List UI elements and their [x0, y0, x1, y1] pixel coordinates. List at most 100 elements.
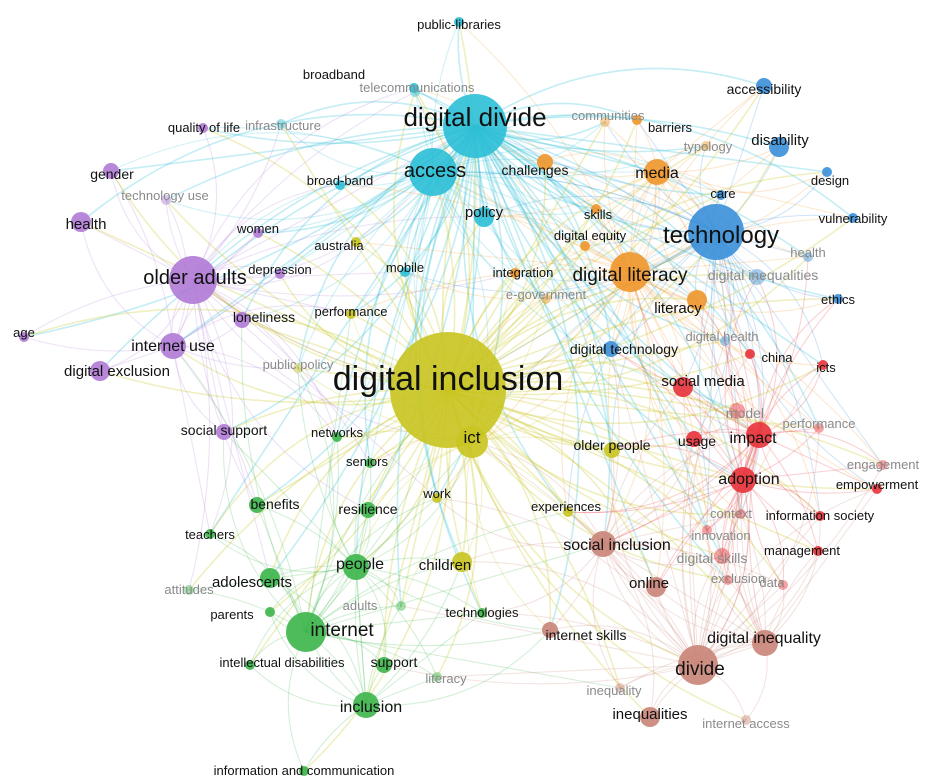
- node-bubble-engagement[interactable]: [878, 460, 888, 470]
- node-bubble-infrastructure[interactable]: [276, 119, 286, 129]
- node-label-communities[interactable]: communities: [572, 108, 645, 123]
- node-label-intellectual-disabilities[interactable]: intellectual disabilities: [219, 655, 345, 670]
- node-label-e-government[interactable]: e-government: [506, 287, 587, 302]
- node-bubble-broad-band[interactable]: [335, 180, 345, 190]
- node-label-policy[interactable]: policy: [465, 204, 504, 221]
- node-label-quality-of-life[interactable]: quality of life: [168, 120, 240, 135]
- node-bubble-gender[interactable]: [103, 163, 119, 179]
- node-label-management[interactable]: management: [764, 543, 840, 558]
- node-bubble-divide[interactable]: [678, 645, 718, 685]
- node-bubble-data[interactable]: [778, 580, 788, 590]
- node-bubble-digital-health[interactable]: [720, 336, 730, 346]
- node-label-people[interactable]: people: [336, 556, 384, 573]
- node-bubble-barriers[interactable]: [632, 115, 642, 125]
- node-label-online[interactable]: online: [629, 575, 669, 592]
- node-label-gender[interactable]: gender: [90, 166, 134, 182]
- node-bubble-media[interactable]: [644, 159, 670, 185]
- node-label-parents[interactable]: parents: [210, 607, 254, 622]
- node-bubble-information-society[interactable]: [815, 511, 825, 521]
- node-label-inclusion[interactable]: inclusion: [340, 699, 402, 716]
- node-bubble-performance[interactable]: [814, 423, 824, 433]
- node-bubble-disability[interactable]: [769, 137, 789, 157]
- node-bubble-social-support[interactable]: [216, 424, 232, 440]
- node-bubble-literacy[interactable]: [432, 672, 442, 682]
- node-bubble-teachers[interactable]: [205, 529, 215, 539]
- node-bubble-literacy[interactable]: [687, 290, 707, 310]
- node-bubble-integration[interactable]: [510, 268, 520, 278]
- node-label-context[interactable]: context: [710, 506, 752, 521]
- node-bubble-technology[interactable]: [688, 204, 744, 260]
- node-label-information-and-communication[interactable]: information and communication: [214, 763, 395, 777]
- node-label-australia[interactable]: australia: [314, 238, 364, 253]
- node-bubble-ethics[interactable]: [833, 294, 843, 304]
- node-label-public-libraries[interactable]: public-libraries: [417, 17, 501, 32]
- node-label-children[interactable]: children: [419, 557, 472, 574]
- node-label-accessibility[interactable]: accessibility: [727, 81, 802, 97]
- node-label-vulnerability[interactable]: vulnerability: [819, 211, 888, 226]
- node-label-skills[interactable]: skills: [584, 207, 613, 222]
- node-bubble-health[interactable]: [71, 212, 91, 232]
- node-label-digital-divide[interactable]: digital divide: [403, 102, 546, 132]
- node-label-model[interactable]: model: [726, 405, 764, 421]
- node-bubble-performance[interactable]: [346, 309, 356, 319]
- node-bubble-exclusion[interactable]: [723, 575, 733, 585]
- node-bubble-internet[interactable]: [286, 612, 326, 652]
- node-label-digital-exclusion[interactable]: digital exclusion: [64, 363, 170, 380]
- node-label-health[interactable]: health: [66, 216, 107, 233]
- node-label-literacy[interactable]: literacy: [654, 300, 702, 317]
- node-bubble-internet-access[interactable]: [741, 715, 751, 725]
- node-label-internet-use[interactable]: internet use: [131, 338, 215, 355]
- node-bubble-communities[interactable]: [600, 117, 610, 127]
- node-label-broadband[interactable]: broadband: [303, 67, 365, 82]
- node-label-loneliness[interactable]: loneliness: [233, 309, 295, 325]
- node-bubble-ict[interactable]: [456, 426, 488, 458]
- node-bubble-australia[interactable]: [351, 237, 361, 247]
- node-label-barriers[interactable]: barriers: [648, 120, 693, 135]
- node-bubble-model[interactable]: [729, 403, 745, 419]
- node-label-broad-band[interactable]: broad-band: [307, 173, 374, 188]
- node-label-china[interactable]: china: [761, 350, 793, 365]
- node-bubble-digital-skills[interactable]: [714, 548, 730, 564]
- node-label-older-adults[interactable]: older adults: [143, 267, 246, 289]
- node-label-public-policy[interactable]: public policy: [263, 357, 334, 372]
- node-bubble-older-people[interactable]: [604, 442, 620, 458]
- node-bubble-public-libraries[interactable]: [454, 17, 464, 27]
- node-bubble-quality-of-life[interactable]: [198, 123, 208, 133]
- node-bubble-design[interactable]: [822, 167, 832, 177]
- node-bubble-china[interactable]: [745, 349, 755, 359]
- node-bubble-digital-inequality[interactable]: [752, 630, 778, 656]
- node-bubble-accessibility[interactable]: [756, 78, 772, 94]
- node-label-inequalities[interactable]: inequalities: [612, 706, 687, 723]
- node-bubble-social-media[interactable]: [673, 377, 693, 397]
- node-label-challenges[interactable]: challenges: [502, 162, 569, 178]
- node-label-typology[interactable]: typology: [684, 139, 733, 154]
- node-bubble-context[interactable]: [736, 509, 746, 519]
- node-label-adoption[interactable]: adoption: [718, 471, 779, 488]
- node-label-social-support[interactable]: social support: [181, 422, 267, 438]
- node-bubble-age[interactable]: [19, 332, 29, 342]
- node-bubble-resilience[interactable]: [360, 502, 376, 518]
- node-bubble-support[interactable]: [376, 657, 392, 673]
- node-label-engagement[interactable]: engagement: [847, 457, 920, 472]
- node-label-age[interactable]: age: [13, 325, 35, 340]
- node-bubble-adolescents[interactable]: [260, 568, 280, 588]
- node-label-internet-skills[interactable]: internet skills: [546, 627, 627, 643]
- node-bubble-vulnerability[interactable]: [848, 213, 858, 223]
- node-bubble-policy[interactable]: [474, 207, 494, 227]
- node-bubble-impact[interactable]: [746, 422, 772, 448]
- node-bubble-icts[interactable]: [818, 360, 828, 370]
- node-bubble-digital-technology[interactable]: [603, 341, 619, 357]
- node-bubble-benefits[interactable]: [249, 497, 265, 513]
- node-label-literacy[interactable]: literacy: [425, 671, 467, 686]
- node-label-infrastructure[interactable]: infrastructure: [245, 118, 321, 133]
- node-label-performance[interactable]: performance: [315, 304, 388, 319]
- node-bubble-inequalities[interactable]: [640, 707, 660, 727]
- node-label-ict[interactable]: ict: [464, 428, 481, 447]
- node-bubble-telecommunications[interactable]: [410, 87, 420, 97]
- node-label-icts[interactable]: icts: [816, 360, 836, 375]
- node-bubble-older-adults[interactable]: [169, 256, 217, 304]
- node-label-media[interactable]: media: [635, 165, 679, 182]
- node-label-depression[interactable]: depression: [248, 262, 312, 277]
- node-label-innovation[interactable]: innovation: [691, 528, 750, 543]
- node-label-inequality[interactable]: inequality: [587, 683, 642, 698]
